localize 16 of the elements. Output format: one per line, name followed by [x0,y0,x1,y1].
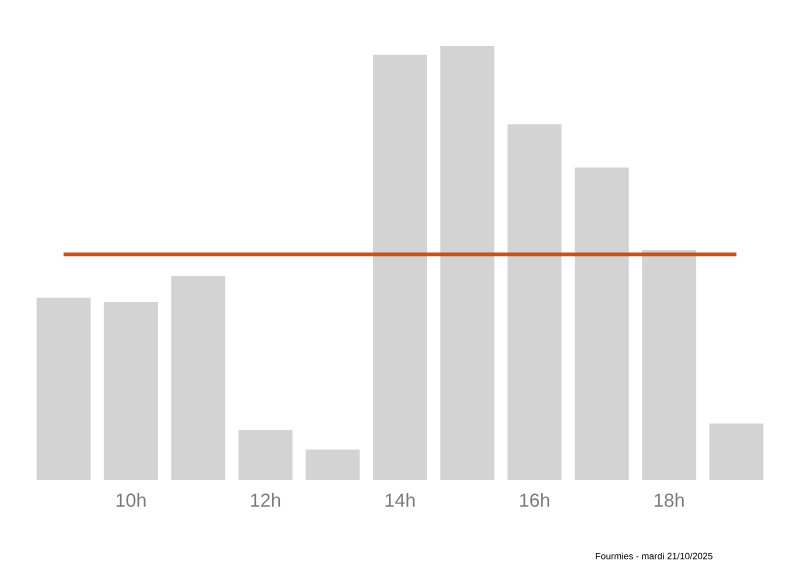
bar [171,276,226,480]
bar [373,54,427,480]
bar [574,167,629,480]
bar [238,430,293,480]
bar [440,46,495,480]
x-tick-label: 18h [654,493,684,507]
bar [507,124,562,480]
bar [36,297,91,480]
bar [305,449,360,480]
bar [709,423,764,480]
x-tick-label: 12h [251,493,281,507]
x-tick-label: 10h [116,493,146,507]
x-tick-label: 16h [520,493,550,507]
bar [642,250,697,480]
x-tick-label: 14h [385,493,415,507]
bar [103,302,158,480]
